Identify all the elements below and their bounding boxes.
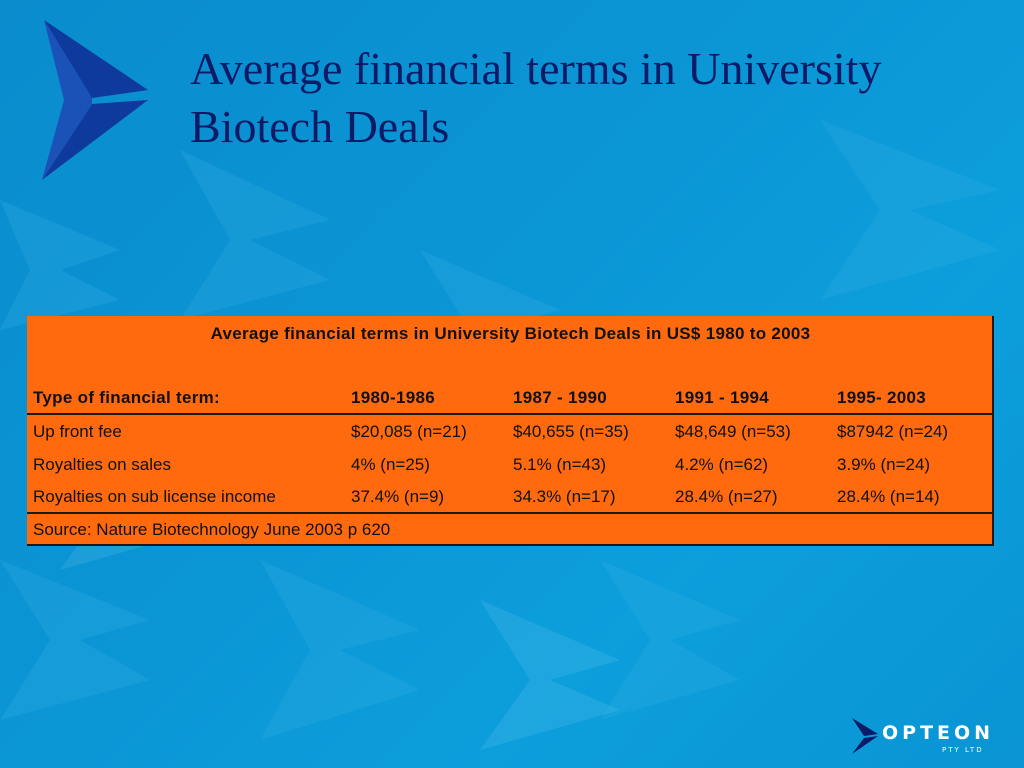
- header-period-3: 1991 - 1994: [675, 388, 770, 407]
- table-row: Royalties on sub license income 37.4% (n…: [27, 487, 994, 519]
- table-row: Royalties on sales 4% (n=25) 5.1% (n=43)…: [27, 455, 994, 487]
- source-divider: [27, 512, 994, 514]
- header-period-4: 1995- 2003: [837, 388, 927, 407]
- row-label: Royalties on sales: [33, 455, 171, 474]
- table-header-row: Type of financial term: 1980-1986 1987 -…: [27, 388, 994, 414]
- table-cell: 37.4% (n=9): [351, 487, 445, 506]
- table-cell: $20,085 (n=21): [351, 422, 467, 441]
- table-source-note: Source: Nature Biotechnology June 2003 p…: [33, 520, 391, 539]
- table-row: Up front fee $20,085 (n=21) $40,655 (n=3…: [27, 422, 994, 454]
- logo-subtitle: PTY LTD: [942, 746, 984, 754]
- table-cell: 3.9% (n=24): [837, 455, 931, 474]
- table-cell: $40,655 (n=35): [513, 422, 629, 441]
- table-cell: 5.1% (n=43): [513, 455, 607, 474]
- table-cell: 34.3% (n=17): [513, 487, 616, 506]
- table-cell: 4.2% (n=62): [675, 455, 769, 474]
- row-label: Royalties on sub license income: [33, 487, 276, 506]
- table-right-border: [992, 316, 994, 546]
- header-period-2: 1987 - 1990: [513, 388, 608, 407]
- header-period-1: 1980-1986: [351, 388, 435, 407]
- page-title-line-1: Average financial terms in University: [190, 43, 882, 94]
- row-label: Up front fee: [33, 422, 122, 441]
- table-caption: Average financial terms in University Bi…: [210, 324, 811, 343]
- table-cell: $87942 (n=24): [837, 422, 949, 441]
- logo-text: OPTEON: [882, 722, 995, 744]
- opteon-logo: OPTEON PTY LTD: [850, 716, 1000, 758]
- header-divider: [27, 413, 994, 415]
- table-cell: 28.4% (n=27): [675, 487, 778, 506]
- header-type: Type of financial term:: [33, 388, 221, 407]
- table-cell: $48,649 (n=53): [675, 422, 791, 441]
- table-cell: 4% (n=25): [351, 455, 430, 474]
- table-bottom-border: [27, 544, 994, 546]
- financial-terms-table: Average financial terms in University Bi…: [27, 316, 994, 546]
- page-title: Average financial terms in University Bi…: [190, 40, 990, 156]
- opteon-arrow-icon: [852, 718, 878, 754]
- arrow-logo-icon: [42, 20, 148, 180]
- table-cell: 28.4% (n=14): [837, 487, 940, 506]
- page-title-line-2: Biotech Deals: [190, 101, 450, 152]
